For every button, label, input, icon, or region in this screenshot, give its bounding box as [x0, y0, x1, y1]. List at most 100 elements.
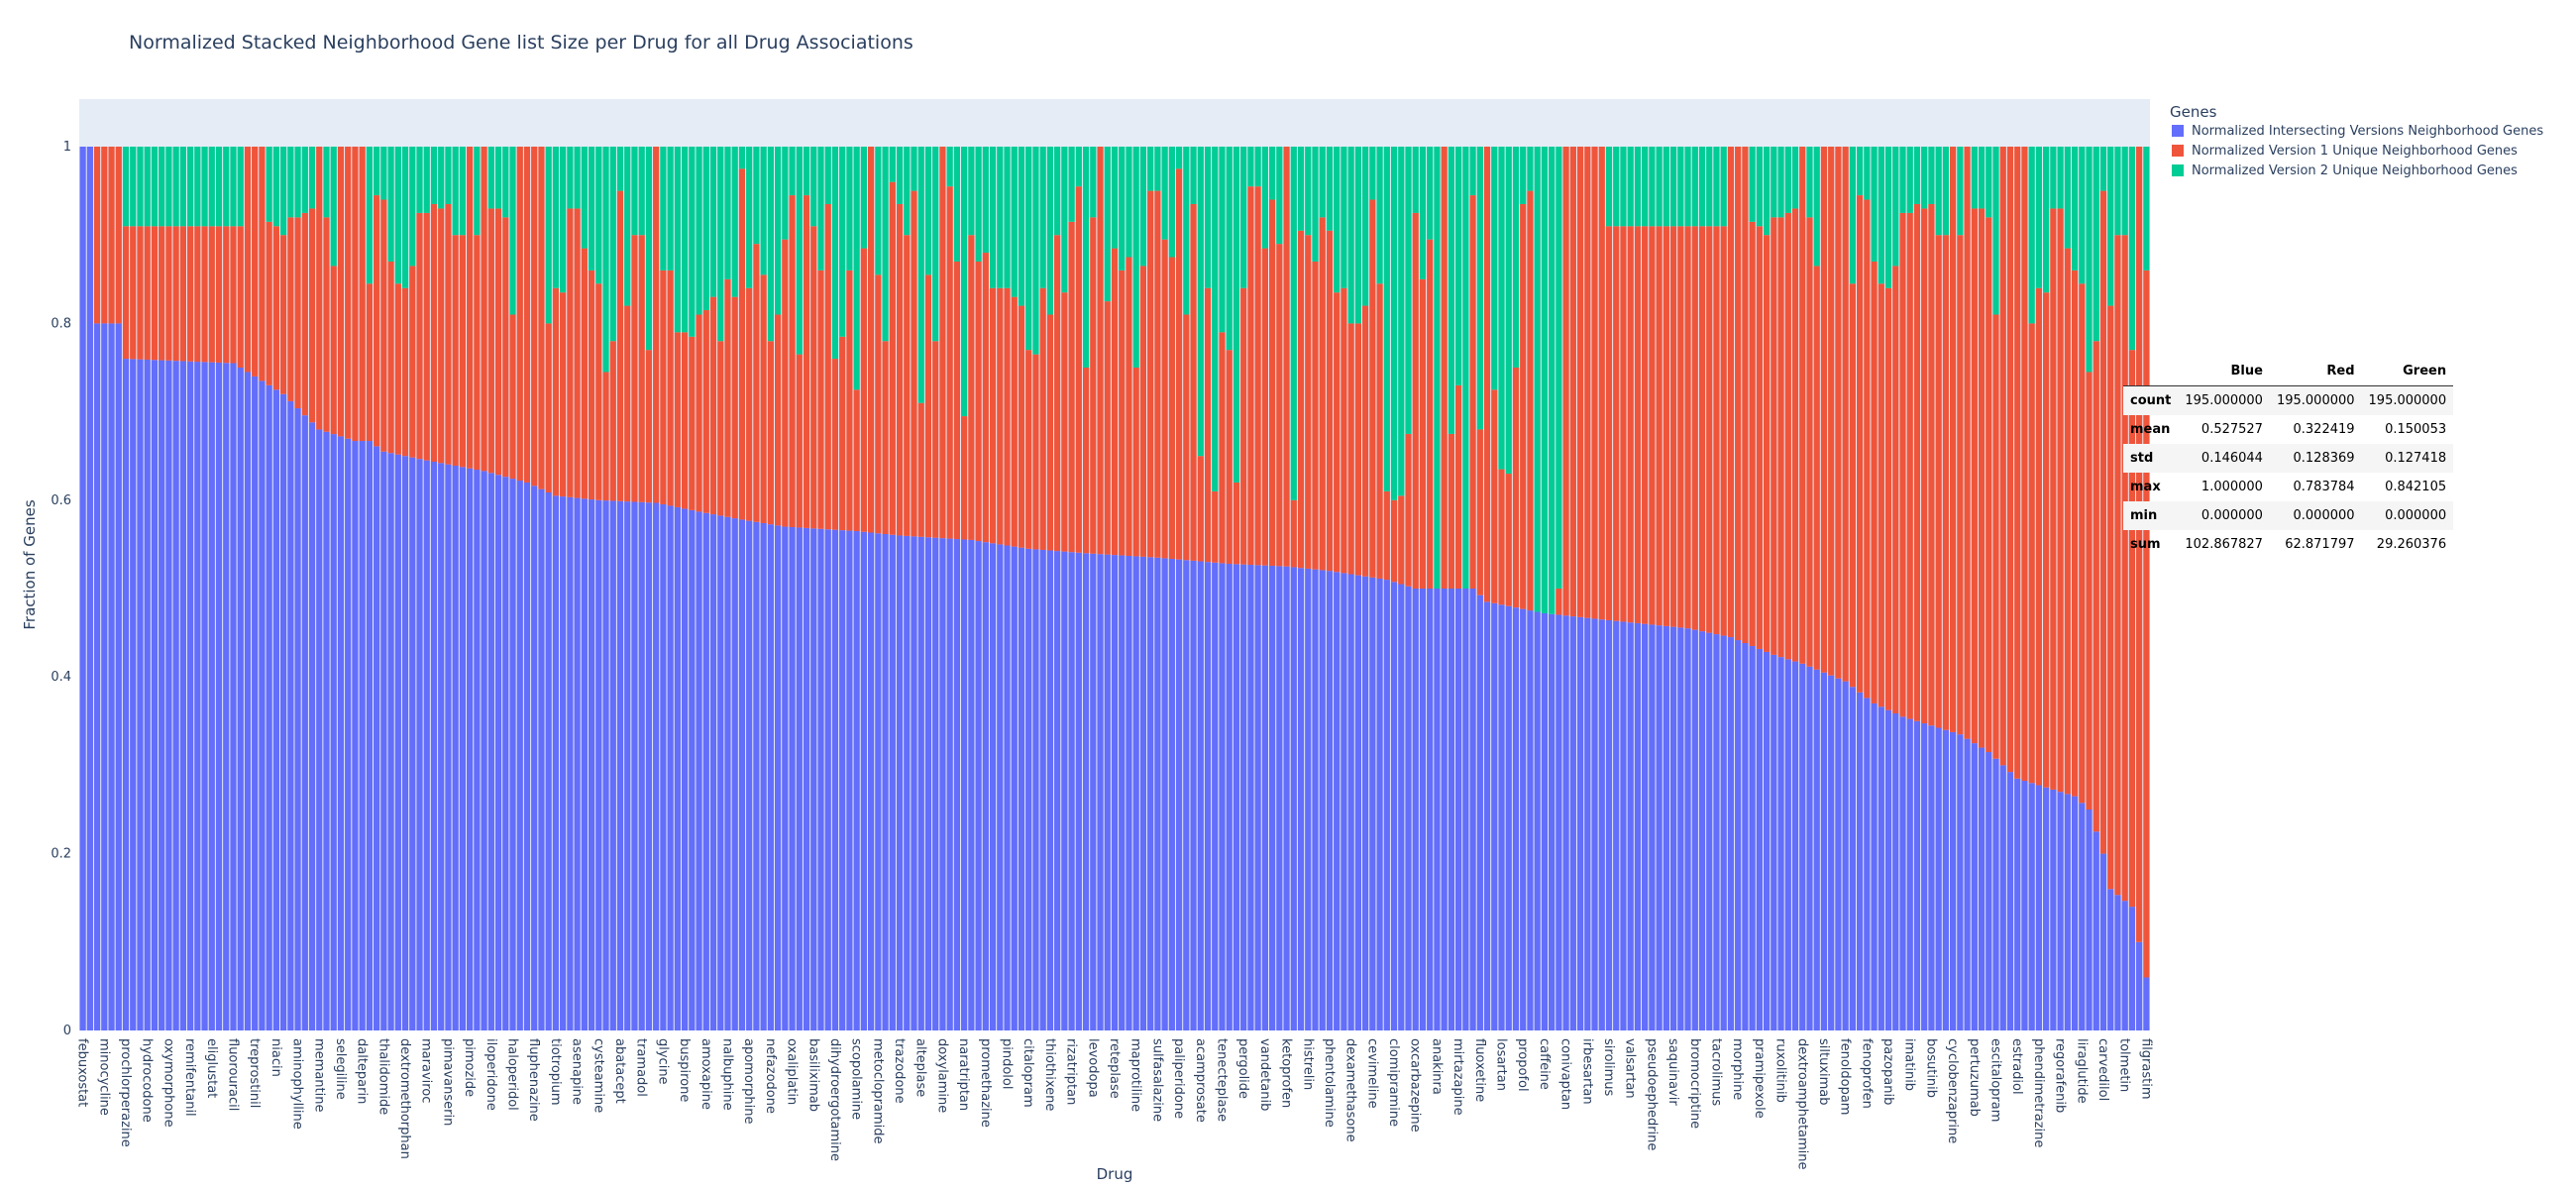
x-tick-label: buspirone: [677, 1038, 692, 1102]
bar-version2-unique: [560, 147, 566, 292]
bar-version2-unique: [460, 147, 466, 235]
bar-version2-unique: [1205, 147, 1211, 288]
bar-version1-unique: [1713, 226, 1719, 634]
bar-version2-unique: [1398, 147, 1404, 495]
bar-version1-unique: [367, 283, 373, 441]
bar-version2-unique: [474, 147, 480, 235]
bar-version2-unique: [682, 147, 688, 332]
bar-version2-unique: [1391, 147, 1397, 500]
x-tick-label: phentolamine: [1322, 1038, 1337, 1128]
bar-intersecting: [646, 502, 652, 1030]
bar-version1-unique: [116, 147, 122, 323]
bar-version2-unique: [990, 147, 996, 288]
bar-version2-unique: [696, 147, 701, 314]
x-tick-label: amoxapine: [698, 1038, 713, 1110]
bar-version1-unique: [1154, 191, 1160, 558]
x-tick-label: bosutinib: [1923, 1038, 1938, 1098]
bar-intersecting: [1584, 618, 1590, 1030]
bar-version1-unique: [2050, 208, 2056, 789]
bar-intersecting: [123, 359, 129, 1030]
bar-intersecting: [761, 523, 767, 1030]
bar-version1-unique: [789, 195, 795, 527]
bar-intersecting: [1699, 631, 1705, 1030]
bar-version1-unique: [1449, 434, 1454, 589]
bar-version1-unique: [402, 288, 408, 456]
bar-version1-unique: [1606, 226, 1612, 620]
bar-version1-unique: [1914, 204, 1920, 721]
bar-version2-unique: [1054, 147, 1060, 235]
x-tick-label: regorafenib: [2053, 1038, 2068, 1113]
bar-intersecting: [1355, 576, 1361, 1030]
x-tick-label: naratriptan: [956, 1038, 971, 1111]
bar-intersecting: [1391, 582, 1397, 1030]
bar-version1-unique: [1004, 288, 1010, 546]
bar-intersecting: [2079, 803, 2085, 1030]
bar-version2-unique: [832, 147, 838, 359]
bar-intersecting: [875, 533, 881, 1030]
bar-version2-unique: [1190, 147, 1196, 204]
bar-version1-unique: [1814, 266, 1820, 669]
bar-intersecting: [1012, 547, 1018, 1030]
bar-intersecting: [1405, 587, 1411, 1030]
bar-intersecting: [861, 532, 867, 1030]
bar-version1-unique: [1047, 314, 1053, 550]
x-tick-label: dextroamphetamine: [1794, 1038, 1809, 1170]
bar-version1-unique: [746, 288, 752, 521]
bar-version1-unique: [1943, 235, 1949, 730]
bar-version1-unique: [595, 283, 601, 500]
x-tick-label: cevimeline: [1364, 1038, 1379, 1109]
x-tick-label: rizatriptan: [1064, 1038, 1079, 1105]
bar-intersecting: [2093, 831, 2099, 1030]
bar-version2-unique: [1814, 147, 1820, 266]
bar-intersecting: [438, 463, 444, 1030]
x-tick-label: selegiline: [333, 1038, 348, 1100]
bar-version1-unique: [2114, 235, 2120, 895]
bar-version2-unique: [409, 147, 415, 266]
bar-version1-unique: [846, 270, 852, 531]
bar-intersecting: [1642, 624, 1648, 1030]
bar-version1-unique: [273, 226, 279, 389]
chart-title: Normalized Stacked Neighborhood Gene lis…: [129, 32, 913, 54]
bar-version2-unique: [1657, 147, 1663, 226]
x-tick-label: nefazodone: [763, 1038, 778, 1114]
bar-version2-unique: [1247, 147, 1253, 186]
stats-label: count: [2123, 386, 2178, 416]
bar-version1-unique: [983, 253, 989, 542]
bar-version2-unique: [668, 147, 674, 270]
bar-version2-unique: [761, 147, 767, 274]
bar-version1-unique: [2079, 283, 2085, 803]
bar-version1-unique: [710, 297, 716, 514]
bar-intersecting: [1369, 578, 1375, 1030]
bar-version2-unique: [1133, 147, 1139, 368]
bar-intersecting: [1878, 706, 1884, 1030]
bar-version1-unique: [1269, 200, 1275, 567]
bar-version1-unique: [1821, 147, 1827, 673]
bar-version1-unique: [2021, 147, 2027, 781]
bar-version1-unique: [467, 147, 473, 469]
bar-version2-unique: [1004, 147, 1010, 288]
bar-version2-unique: [130, 147, 136, 226]
x-tick-label: pimavanserin: [440, 1038, 455, 1126]
bar-version2-unique: [1785, 147, 1791, 213]
bar-version1-unique: [1427, 240, 1433, 589]
bar-intersecting: [402, 456, 408, 1030]
bar-intersecting: [1362, 577, 1368, 1030]
bar-version1-unique: [331, 266, 337, 434]
bar-version2-unique: [631, 147, 637, 235]
bar-intersecting: [1083, 553, 1089, 1030]
bar-version2-unique: [1112, 147, 1118, 249]
bar-version1-unique: [1562, 147, 1568, 615]
bar-version1-unique: [245, 147, 251, 372]
bar-version2-unique: [2043, 147, 2049, 292]
bar-version2-unique: [2086, 147, 2092, 372]
x-tick-label: fluorouracil: [225, 1038, 240, 1111]
bar-intersecting: [116, 323, 122, 1030]
bar-version1-unique: [460, 235, 466, 467]
bar-version2-unique: [431, 147, 437, 204]
bar-version2-unique: [1721, 147, 1727, 226]
bar-intersecting: [1857, 693, 1863, 1030]
x-tick-label: pindolol: [1000, 1038, 1015, 1090]
bar-version2-unique: [2072, 147, 2078, 270]
bar-intersecting: [453, 466, 459, 1030]
